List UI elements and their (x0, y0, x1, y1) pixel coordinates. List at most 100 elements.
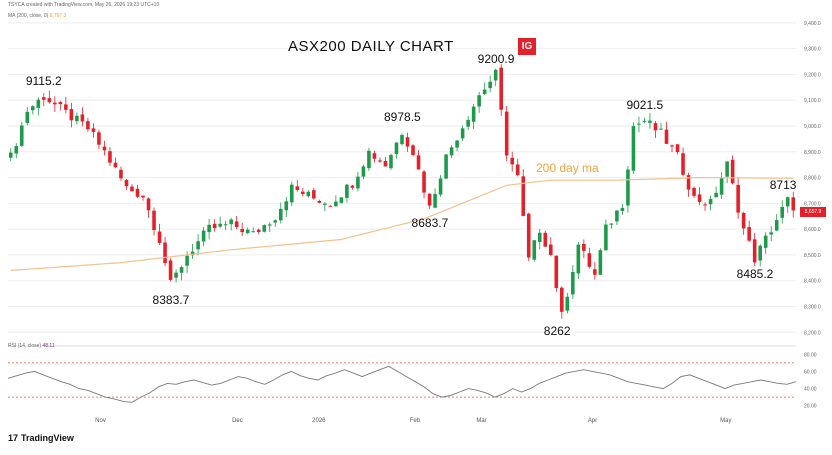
candle-body (36, 99, 41, 108)
candle-body (218, 223, 222, 227)
candle-body (609, 223, 614, 225)
candle-body (626, 169, 630, 206)
candle-body (736, 184, 740, 213)
candle-body (648, 120, 652, 123)
candle-body (493, 69, 498, 81)
candle-body (482, 89, 487, 95)
x-tick-label: May (720, 418, 731, 424)
candle-body (653, 123, 658, 131)
candle-body (97, 132, 101, 145)
candle-body (389, 155, 393, 169)
candle-body (708, 198, 713, 205)
candle-body (201, 230, 206, 242)
candle-body (763, 235, 768, 248)
candle-body (25, 111, 30, 123)
candle-body (8, 152, 13, 158)
candle-body (69, 109, 74, 121)
candle-body (488, 81, 492, 89)
candle-body (598, 250, 603, 275)
price-annotation: 9200.9 (477, 52, 515, 67)
candle-body (405, 137, 410, 147)
candle-body (477, 95, 481, 107)
candle-body (582, 243, 586, 251)
candle-body (747, 227, 751, 241)
candle-body (284, 201, 289, 211)
candle-body (301, 191, 305, 195)
x-tick-label: Feb (410, 418, 421, 424)
candle-body (675, 144, 680, 153)
candle-body (317, 200, 322, 203)
candle-body (554, 255, 559, 289)
price-annotation: 9115.2 (25, 74, 62, 89)
candle-body (697, 194, 702, 202)
ma-legend: MA (200, close, 0) 8,797.3 (8, 13, 66, 19)
candle-body (58, 102, 63, 105)
candle-body (526, 213, 531, 258)
y-tick-label: 9,300.0 (804, 47, 821, 53)
candle-body (323, 203, 327, 205)
candle-body (190, 251, 195, 256)
candle-body (31, 106, 35, 111)
ma-line-label: 200 day ma (536, 161, 599, 175)
rsi-line (7, 365, 797, 403)
chart-source-text: TSYCA created with TradingView.com, May … (8, 2, 160, 8)
candle-body (515, 164, 520, 176)
candle-body (119, 169, 123, 179)
rsi-y-tick-label: 20.00 (804, 404, 817, 410)
candle-body (141, 195, 145, 198)
candle-body (537, 232, 542, 242)
y-tick-label: 8,700.0 (804, 201, 821, 207)
candle-body (234, 221, 239, 228)
candle-body (80, 114, 85, 122)
candle-body (102, 146, 107, 151)
candle-body (466, 119, 470, 127)
candle-body (383, 161, 388, 167)
chart-title: ASX200 DAILY CHART (288, 38, 454, 55)
candle-body (444, 154, 448, 179)
x-tick-label: Dec (232, 418, 243, 424)
ma-legend-value: 8,797.3 (49, 13, 67, 19)
candle-body (752, 239, 757, 263)
candle-body (47, 98, 52, 103)
candle-body (571, 271, 575, 295)
candle-body (295, 186, 300, 190)
rsi-y-tick-label: 60.00 (804, 369, 817, 375)
candle-body (174, 272, 178, 278)
candle-body (714, 192, 718, 198)
candle-body (53, 102, 57, 105)
candle-body (703, 204, 707, 206)
rsi-legend-value: 48.11 (42, 343, 55, 349)
candle-body (510, 157, 515, 165)
candle-body (692, 187, 696, 196)
tradingview-logo: 17 TradingView (8, 433, 74, 443)
candle-body (631, 126, 636, 171)
candle-body (350, 185, 355, 188)
ig-logo: IG (518, 38, 536, 55)
candle-body (769, 232, 773, 235)
candle-body (460, 128, 465, 139)
candle-body (152, 210, 156, 230)
candle-body (686, 175, 691, 190)
candle-body (521, 176, 526, 216)
candle-body (273, 220, 278, 223)
candle-body (19, 125, 24, 146)
candle-body (256, 229, 261, 233)
y-tick-label: 9,200.0 (804, 72, 821, 78)
candle-body (64, 104, 68, 110)
candle-body (637, 123, 641, 125)
candle-body (719, 178, 724, 195)
candle-body (345, 184, 349, 198)
candle-body (113, 162, 118, 168)
price-annotation: 8485.2 (736, 266, 774, 281)
candle-body (361, 166, 366, 177)
y-tick-label: 8,900.0 (804, 150, 821, 156)
y-tick-label: 8,500.0 (804, 253, 821, 259)
y-tick-label: 9,000.0 (804, 124, 821, 130)
y-tick-label: 9,400.0 (804, 21, 821, 27)
candle-body (124, 180, 129, 187)
y-tick-label: 8,600.0 (804, 227, 821, 233)
candle-body (328, 205, 333, 207)
candle-body (229, 219, 233, 225)
candle-body (289, 184, 294, 203)
price-annotation: 9021.5 (626, 98, 664, 113)
